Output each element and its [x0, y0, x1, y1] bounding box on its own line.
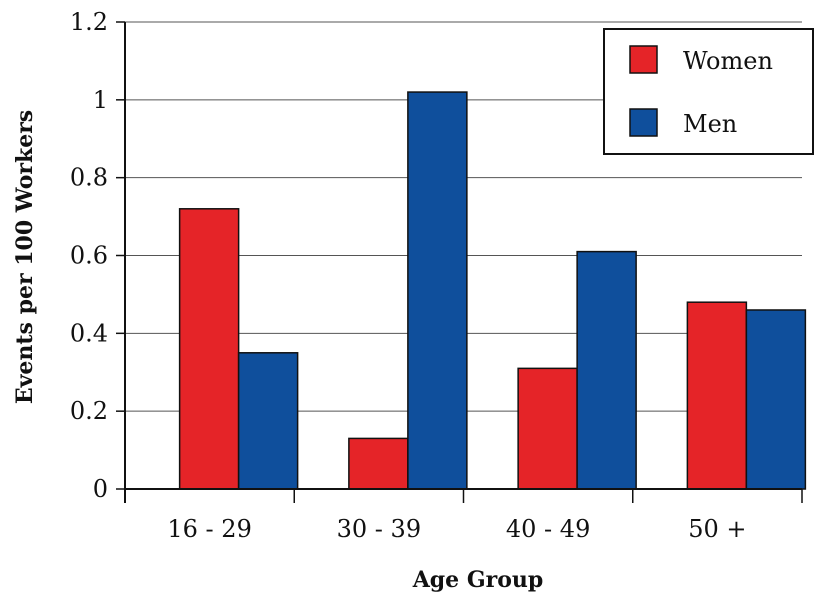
x-tick-label: 16 - 29 [167, 515, 251, 543]
y-tick-label: 0.8 [70, 164, 108, 192]
y-tick-label: 1.2 [70, 8, 108, 36]
bar-women-3 [517, 367, 578, 490]
y-tick-labels: 0 0.2 0.4 0.6 0.8 1 1.2 [70, 8, 108, 503]
legend-label-men: Men [683, 110, 737, 138]
x-tick-labels: 16 - 29 30 - 39 40 - 49 50 + [167, 515, 746, 543]
y-axis-title: Events per 100 Workers [12, 110, 38, 404]
x-tick-label: 50 + [688, 515, 746, 543]
x-tick-label: 30 - 39 [337, 515, 421, 543]
y-tick-label: 0 [93, 475, 108, 503]
bar-men-3 [576, 250, 637, 490]
legend-swatch-men [629, 108, 658, 137]
axes [116, 21, 803, 503]
legend-swatch-women [629, 45, 658, 74]
bar-women-2 [348, 437, 409, 490]
y-tick-label: 0.6 [70, 242, 108, 270]
x-tick-label: 40 - 49 [506, 515, 590, 543]
bars [178, 91, 807, 490]
y-tick-label: 0.4 [70, 319, 108, 347]
bar-women-4 [686, 301, 748, 490]
y-tick-label: 0.2 [70, 397, 108, 425]
bar-men-1 [237, 352, 299, 490]
bar-men-2 [407, 91, 468, 490]
bar-women-1 [178, 208, 240, 490]
x-axis-title: Age Group [412, 567, 544, 593]
legend: Women Men [603, 28, 814, 155]
legend-label-women: Women [683, 47, 773, 75]
bar-men-4 [745, 309, 807, 490]
y-tick-label: 1 [93, 86, 108, 114]
